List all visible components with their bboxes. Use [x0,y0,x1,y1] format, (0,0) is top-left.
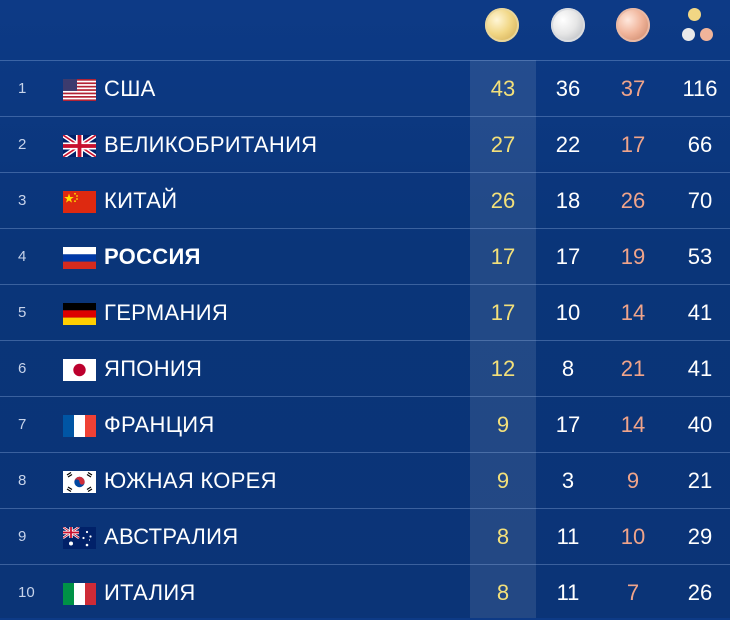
gold-count: 9 [496,468,510,493]
rank: 7 [18,416,27,433]
country-name: ЯПОНИЯ [104,356,203,381]
gold-count: 43 [490,76,516,101]
silver-count: 8 [561,356,575,381]
rank: 8 [18,472,27,489]
table-row: 10 ИТАЛИЯ 8 11 7 26 [0,564,730,620]
table-row: 5 ГЕРМАНИЯ 17 10 14 41 [0,284,730,340]
rank: 1 [18,80,27,97]
medal-table: 1 США 43 36 37 116 2 [0,60,730,620]
country-name: США [104,76,156,101]
south-korea-flag-icon [63,471,96,493]
table-row: 3 КИТАЙ 26 18 26 70 [0,172,730,228]
total-count: 26 [687,580,713,605]
rank: 4 [18,248,27,265]
total-count: 21 [687,468,713,493]
rank: 10 [18,584,35,601]
bronze-count: 14 [620,412,646,437]
total-count: 53 [687,244,713,269]
silver-count: 17 [555,412,581,437]
germany-flag-icon [63,303,96,325]
country-name: АВСТРАЛИЯ [104,524,239,549]
total-count: 41 [687,356,713,381]
silver-count: 10 [555,300,581,325]
bronze-count: 10 [620,524,646,549]
silver-medal-icon [551,8,585,42]
gold-column-highlight [470,60,536,618]
silver-count: 22 [555,132,581,157]
bronze-count: 37 [620,76,646,101]
bronze-count: 19 [620,244,646,269]
bronze-count: 21 [620,356,646,381]
bronze-count: 17 [620,132,646,157]
gold-medal-icon [485,8,519,42]
rank: 9 [18,528,27,545]
medal-table-header [0,0,730,60]
total-count: 40 [687,412,713,437]
total-count: 41 [687,300,713,325]
rank: 2 [18,136,27,153]
table-row: 1 США 43 36 37 116 [0,60,730,116]
gold-count: 9 [496,412,510,437]
country-name: ГЕРМАНИЯ [104,300,229,325]
silver-count: 36 [555,76,581,101]
total-count: 70 [687,188,713,213]
silver-count: 11 [556,524,580,549]
china-flag-icon [63,191,96,213]
russia-flag-icon [63,247,96,269]
gold-count: 8 [496,580,510,605]
gold-count: 17 [490,300,516,325]
silver-count: 11 [556,580,580,605]
silver-count: 18 [555,188,581,213]
bronze-medal-icon [616,8,650,42]
country-name: ИТАЛИЯ [104,580,196,605]
bronze-count: 26 [620,188,646,213]
bronze-count: 14 [620,300,646,325]
table-row: 7 ФРАНЦИЯ 9 17 14 40 [0,396,730,452]
silver-count: 17 [555,244,581,269]
australia-flag-icon [63,527,96,549]
total-count: 116 [682,76,718,101]
country-name: РОССИЯ [104,244,201,269]
gold-count: 8 [496,524,510,549]
japan-flag-icon [63,359,96,381]
country-name: ВЕЛИКОБРИТАНИЯ [104,132,318,157]
usa-flag-icon [63,79,96,101]
table-row: 8 ЮЖНАЯ КОРЕЯ 9 3 9 21 [0,452,730,508]
country-name: ЮЖНАЯ КОРЕЯ [104,468,277,493]
country-name: ФРАНЦИЯ [104,412,215,437]
france-flag-icon [63,415,96,437]
table-row: 4 РОССИЯ 17 17 19 53 [0,228,730,284]
country-name: КИТАЙ [104,188,178,213]
gold-count: 27 [490,132,516,157]
gold-count: 26 [490,188,516,213]
table-row: 2 ВЕЛИКОБРИТАНИЯ 27 22 17 66 [0,116,730,172]
rank: 5 [18,304,27,321]
italy-flag-icon [63,583,96,605]
total-count: 29 [687,524,713,549]
total-medals-icon [680,6,720,46]
gold-count: 17 [490,244,516,269]
rank: 3 [18,192,27,209]
rank: 6 [18,360,27,377]
bronze-count: 7 [626,580,640,605]
bronze-count: 9 [626,468,640,493]
uk-flag-icon [63,135,96,157]
total-count: 66 [687,132,713,157]
gold-count: 12 [490,356,516,381]
silver-count: 3 [561,468,575,493]
table-row: 6 ЯПОНИЯ 12 8 21 41 [0,340,730,396]
table-row: 9 АВСТРАЛИЯ 8 11 [0,508,730,564]
